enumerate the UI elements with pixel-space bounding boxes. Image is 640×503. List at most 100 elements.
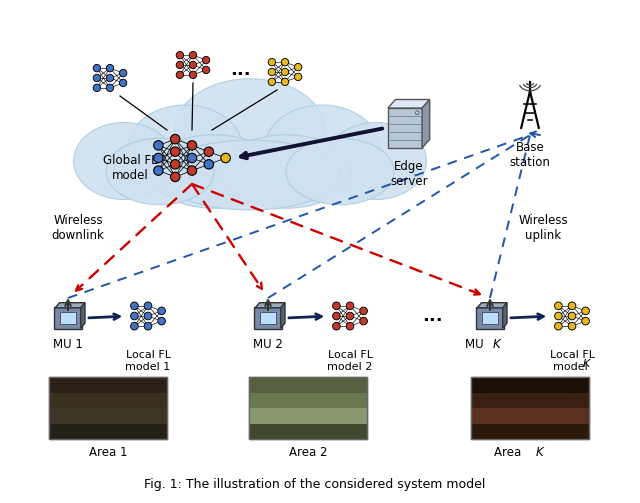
Text: MU 2: MU 2 (253, 338, 283, 351)
Text: Wireless
downlink: Wireless downlink (52, 214, 104, 242)
Circle shape (120, 69, 127, 77)
Text: Local FL
model 2: Local FL model 2 (327, 350, 372, 372)
Text: Global FL
model: Global FL model (102, 154, 157, 182)
Ellipse shape (127, 105, 243, 193)
Circle shape (294, 63, 302, 71)
Text: MU: MU (465, 338, 487, 351)
FancyBboxPatch shape (249, 408, 367, 424)
Polygon shape (255, 303, 285, 308)
FancyBboxPatch shape (260, 312, 276, 324)
Circle shape (144, 322, 152, 330)
Ellipse shape (174, 79, 326, 184)
Circle shape (202, 56, 210, 64)
Circle shape (333, 322, 340, 330)
Circle shape (204, 147, 214, 156)
Circle shape (268, 58, 276, 66)
Circle shape (282, 68, 289, 75)
Text: Fig. 1: The illustration of the considered system model: Fig. 1: The illustration of the consider… (144, 478, 486, 491)
Circle shape (176, 51, 184, 59)
Ellipse shape (149, 135, 279, 208)
Ellipse shape (326, 123, 426, 200)
Circle shape (360, 317, 367, 325)
Circle shape (333, 312, 340, 320)
Circle shape (333, 302, 340, 310)
FancyBboxPatch shape (54, 307, 82, 329)
Circle shape (170, 134, 180, 144)
Circle shape (154, 141, 163, 150)
Text: Local FL
model: Local FL model (550, 350, 595, 372)
Text: Edge
server: Edge server (390, 160, 428, 188)
Polygon shape (477, 303, 507, 308)
FancyBboxPatch shape (249, 377, 367, 392)
Text: ...: ... (230, 61, 250, 79)
Circle shape (120, 79, 127, 87)
Circle shape (131, 302, 138, 310)
Text: K: K (536, 446, 544, 459)
Ellipse shape (221, 135, 351, 208)
Circle shape (93, 84, 100, 92)
FancyBboxPatch shape (49, 377, 167, 392)
Circle shape (158, 307, 165, 315)
Ellipse shape (106, 138, 214, 205)
Polygon shape (281, 303, 285, 328)
FancyBboxPatch shape (254, 307, 282, 329)
Text: K: K (493, 338, 500, 351)
FancyBboxPatch shape (471, 392, 589, 408)
Text: Area 2: Area 2 (289, 446, 327, 459)
FancyBboxPatch shape (249, 392, 367, 408)
FancyBboxPatch shape (49, 392, 167, 408)
Circle shape (154, 166, 163, 176)
Circle shape (282, 78, 289, 86)
Circle shape (568, 322, 576, 330)
Text: Wireless
uplink: Wireless uplink (518, 214, 568, 242)
Text: Area: Area (494, 446, 525, 459)
Circle shape (202, 66, 210, 73)
Circle shape (170, 159, 180, 169)
Ellipse shape (160, 140, 340, 210)
Circle shape (268, 78, 276, 86)
Circle shape (568, 302, 576, 310)
Circle shape (106, 64, 114, 72)
Circle shape (582, 307, 589, 315)
Circle shape (568, 312, 576, 320)
Circle shape (360, 307, 367, 315)
Circle shape (170, 172, 180, 182)
Circle shape (176, 71, 184, 78)
FancyBboxPatch shape (249, 377, 367, 439)
FancyBboxPatch shape (388, 108, 422, 148)
Circle shape (188, 166, 196, 176)
Circle shape (188, 153, 196, 163)
Circle shape (555, 302, 562, 310)
Text: ...: ... (422, 307, 442, 325)
Circle shape (555, 312, 562, 320)
Polygon shape (388, 100, 429, 108)
Circle shape (189, 71, 196, 78)
Ellipse shape (74, 123, 175, 200)
Circle shape (415, 111, 419, 115)
FancyBboxPatch shape (49, 408, 167, 424)
Text: Area 1: Area 1 (89, 446, 127, 459)
Polygon shape (422, 100, 429, 148)
Circle shape (189, 61, 196, 69)
FancyBboxPatch shape (471, 377, 589, 392)
Text: Base
station: Base station (509, 141, 550, 169)
Circle shape (346, 322, 354, 330)
FancyBboxPatch shape (49, 424, 167, 439)
FancyBboxPatch shape (471, 377, 589, 439)
FancyBboxPatch shape (482, 312, 498, 324)
Circle shape (144, 302, 152, 310)
Circle shape (131, 322, 138, 330)
Text: K: K (582, 359, 589, 369)
Circle shape (170, 147, 180, 156)
Circle shape (346, 302, 354, 310)
Circle shape (158, 317, 165, 325)
Circle shape (555, 322, 562, 330)
Text: MU 1: MU 1 (53, 338, 83, 351)
FancyBboxPatch shape (60, 312, 76, 324)
Circle shape (189, 51, 196, 59)
Circle shape (154, 153, 163, 163)
Circle shape (106, 74, 114, 81)
Circle shape (93, 64, 100, 72)
FancyBboxPatch shape (471, 424, 589, 439)
FancyBboxPatch shape (249, 424, 367, 439)
